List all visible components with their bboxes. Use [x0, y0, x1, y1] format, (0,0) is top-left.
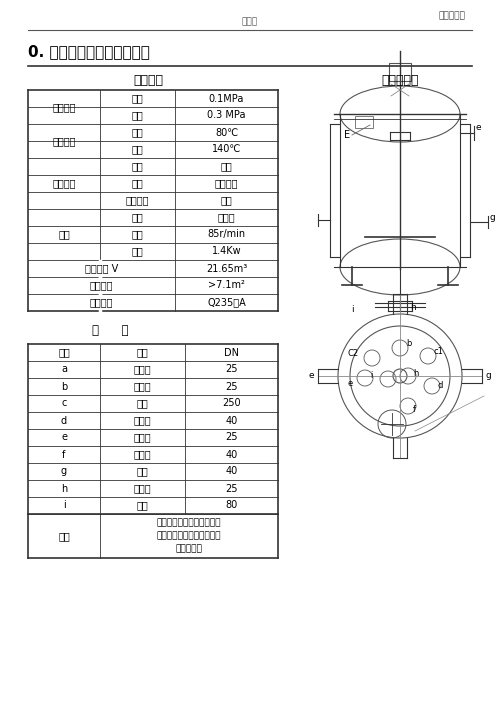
Text: 转速: 转速: [132, 230, 143, 240]
Text: 阀，釜外保温，反应釜安装: 阀，釜外保温，反应釜安装: [157, 532, 221, 540]
Text: E: E: [344, 130, 350, 140]
Text: c: c: [62, 399, 66, 409]
Text: 夹套: 夹套: [132, 110, 143, 120]
Text: 140℃: 140℃: [212, 144, 241, 155]
Text: 搅拌: 搅拌: [58, 230, 70, 240]
Text: 工艺条件: 工艺条件: [133, 74, 163, 86]
Text: 功率: 功率: [132, 247, 143, 257]
Text: e: e: [61, 433, 67, 443]
Text: 传热面积: 传热面积: [90, 281, 113, 291]
Text: 程设计: 程设计: [242, 18, 258, 26]
Text: 40: 40: [226, 416, 237, 426]
Text: 腐蚀情况: 腐蚀情况: [126, 196, 149, 206]
Text: 手孔: 手孔: [136, 399, 148, 409]
Text: d: d: [438, 382, 444, 390]
Text: 1.4Kw: 1.4Kw: [212, 247, 242, 257]
Text: 推荐材料: 推荐材料: [90, 298, 113, 308]
Text: 化工设备课: 化工设备课: [438, 11, 465, 21]
Text: 釜内: 釜内: [132, 93, 143, 103]
Text: i: i: [350, 305, 354, 313]
Text: 轻微: 轻微: [220, 196, 232, 206]
Text: e: e: [347, 378, 352, 387]
Text: 25: 25: [225, 382, 238, 392]
Text: 0.1MPa: 0.1MPa: [209, 93, 244, 103]
Text: 40: 40: [226, 467, 237, 477]
Text: 工作温度: 工作温度: [52, 136, 76, 146]
Text: g: g: [486, 371, 492, 380]
Text: h: h: [410, 303, 416, 312]
Text: Q235－A: Q235－A: [207, 298, 246, 308]
Bar: [389, 63, 411, 81]
Text: 40: 40: [226, 450, 237, 460]
Text: 80: 80: [226, 501, 237, 510]
Text: 设备容积 V: 设备容积 V: [85, 264, 118, 274]
Bar: [355, 116, 373, 128]
Text: 在楼板上。: 在楼板上。: [176, 544, 203, 554]
Text: 25: 25: [225, 433, 238, 443]
Text: 0.3 MPa: 0.3 MPa: [208, 110, 246, 120]
Text: 250: 250: [222, 399, 241, 409]
Text: 夹套加热蒸汽系统装上安全: 夹套加热蒸汽系统装上安全: [157, 518, 221, 527]
Text: h: h: [61, 484, 67, 493]
Text: e: e: [476, 124, 482, 132]
Text: 备注: 备注: [58, 531, 70, 541]
Text: i: i: [370, 371, 372, 380]
Text: d: d: [61, 416, 67, 426]
Text: 出料: 出料: [136, 467, 148, 477]
Text: 进物料: 进物料: [134, 433, 152, 443]
Text: DN: DN: [224, 348, 239, 358]
Text: 工作压力: 工作压力: [52, 102, 76, 112]
Text: 平桨式: 平桨式: [218, 213, 236, 223]
Text: 压力表: 压力表: [134, 382, 152, 392]
Text: f: f: [62, 450, 66, 460]
Text: 排凝液: 排凝液: [134, 484, 152, 493]
Text: 编号: 编号: [58, 348, 70, 358]
Text: 工作介质: 工作介质: [52, 178, 76, 189]
Text: 溶液: 溶液: [220, 161, 232, 172]
Text: 名称: 名称: [136, 348, 148, 358]
Text: 0. 搅拌釜式反应器设计条件: 0. 搅拌釜式反应器设计条件: [28, 45, 150, 59]
Text: C2: C2: [348, 349, 359, 358]
Text: 夹套: 夹套: [132, 178, 143, 189]
Text: 温度计: 温度计: [134, 416, 152, 426]
Text: a: a: [61, 365, 67, 375]
Text: g: g: [61, 467, 67, 477]
Text: 管      口: 管 口: [92, 325, 128, 337]
Text: c1: c1: [433, 348, 443, 356]
Text: >7.1m²: >7.1m²: [208, 281, 245, 291]
Text: 80℃: 80℃: [215, 127, 238, 137]
Text: 水、蒸汽: 水、蒸汽: [215, 178, 238, 189]
Text: 视镜: 视镜: [136, 501, 148, 510]
Text: 釜内: 釜内: [132, 161, 143, 172]
Text: 工艺条件图: 工艺条件图: [382, 74, 419, 86]
Text: e: e: [308, 371, 314, 380]
Text: 夹套: 夹套: [132, 144, 143, 155]
Text: 25: 25: [225, 365, 238, 375]
Text: 型式: 型式: [132, 213, 143, 223]
Text: h: h: [413, 368, 418, 378]
Text: f: f: [413, 404, 416, 414]
Text: b: b: [61, 382, 67, 392]
Text: i: i: [62, 501, 66, 510]
Text: 21.65m³: 21.65m³: [206, 264, 247, 274]
Text: 25: 25: [225, 484, 238, 493]
Text: 安全阀: 安全阀: [134, 450, 152, 460]
Text: 釜内: 釜内: [132, 127, 143, 137]
Text: 进蒸汽: 进蒸汽: [134, 365, 152, 375]
Text: g: g: [490, 214, 496, 223]
Text: b: b: [406, 339, 411, 349]
Text: 85r/min: 85r/min: [208, 230, 246, 240]
